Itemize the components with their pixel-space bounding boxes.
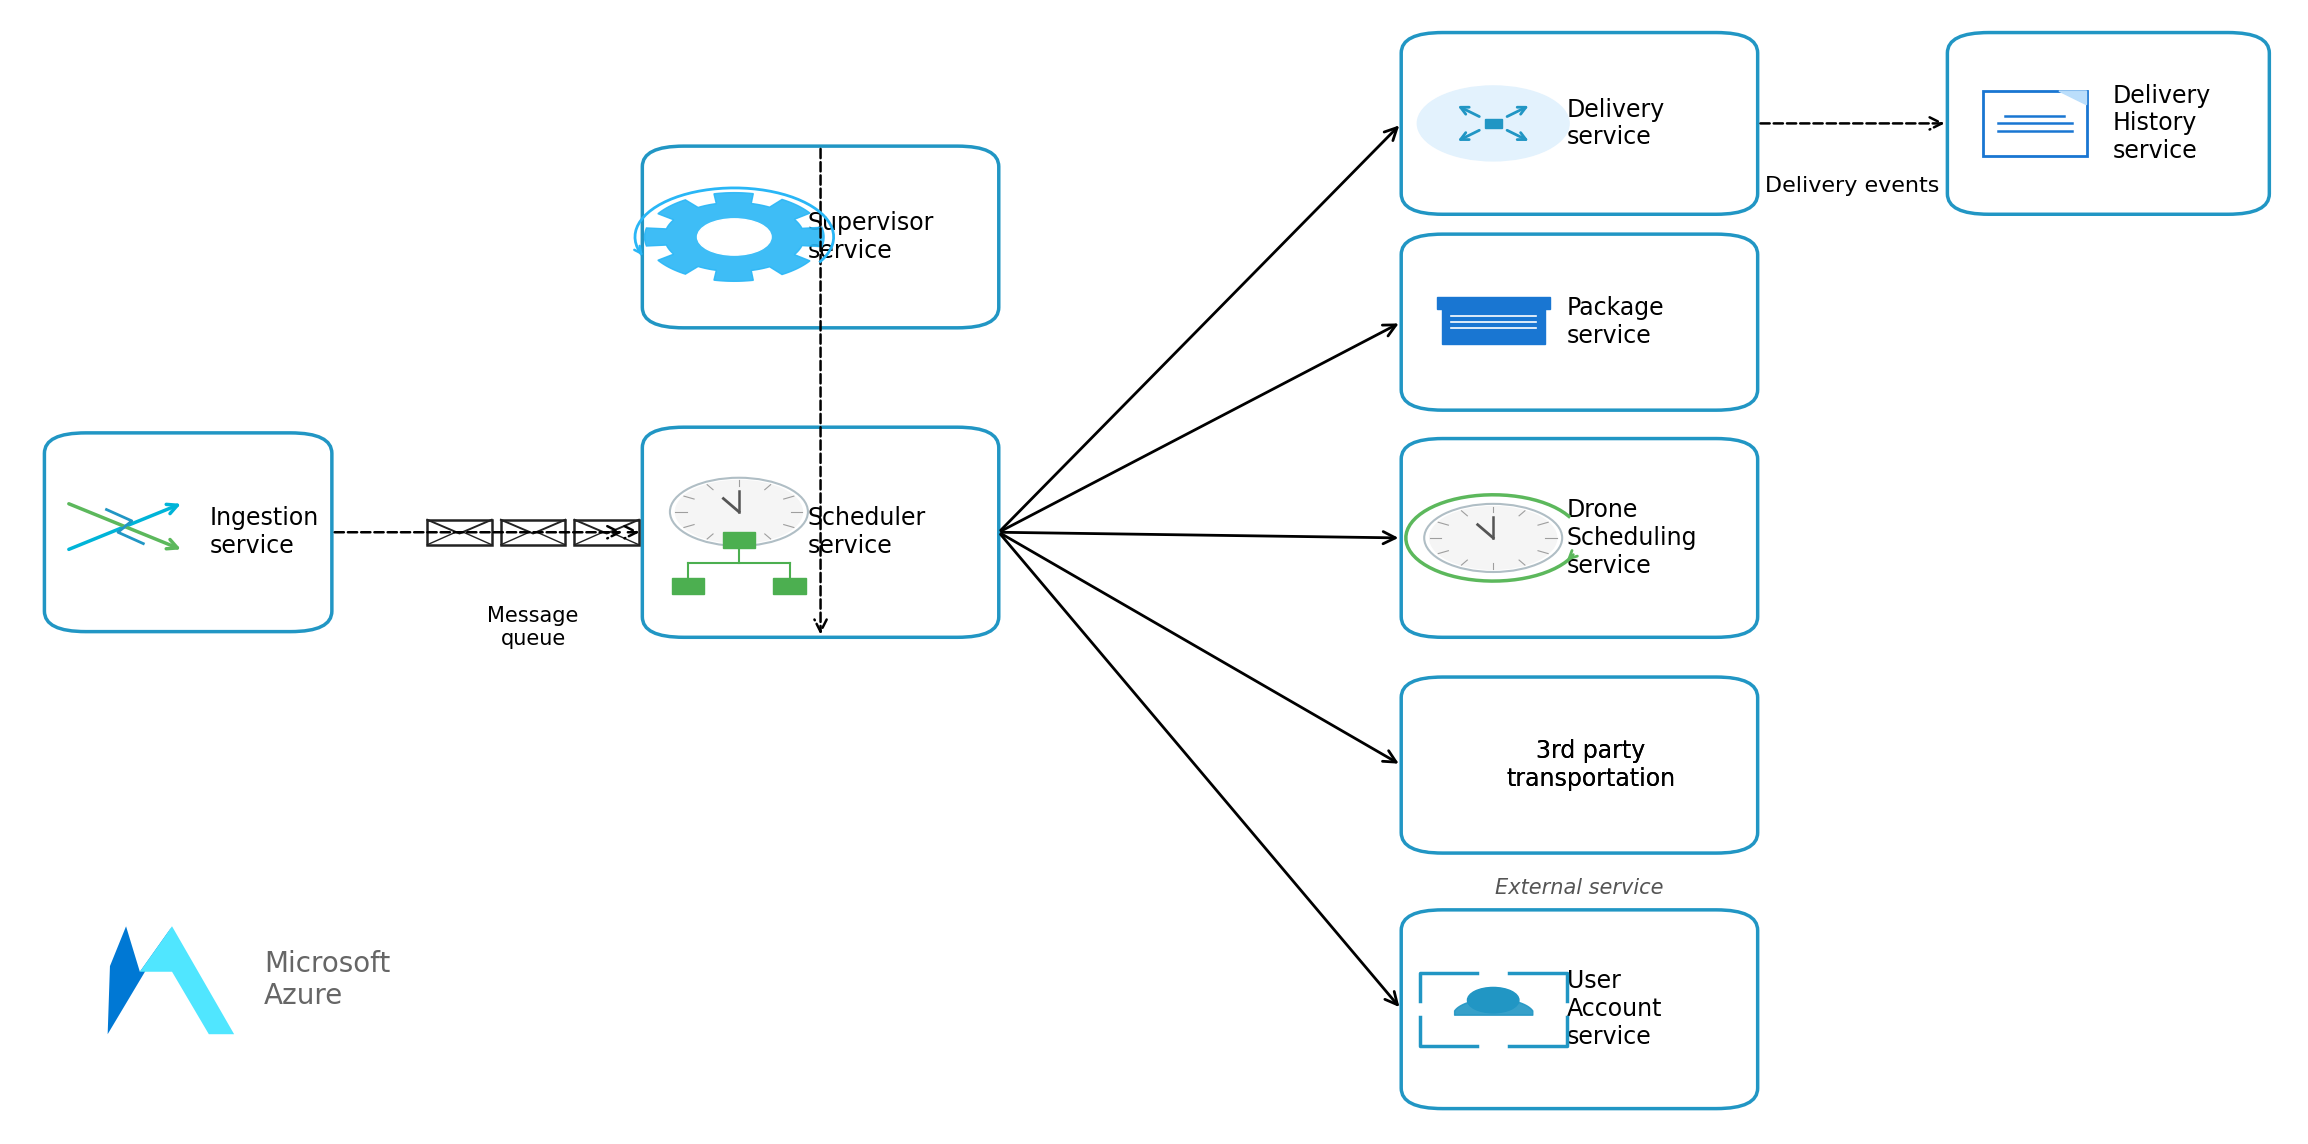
Polygon shape bbox=[2059, 92, 2086, 104]
FancyBboxPatch shape bbox=[1948, 32, 2269, 214]
Bar bbox=[773, 578, 805, 594]
Text: Supervisor
service: Supervisor service bbox=[808, 212, 935, 263]
Bar bbox=[722, 532, 755, 548]
FancyBboxPatch shape bbox=[1401, 235, 1759, 411]
FancyBboxPatch shape bbox=[1406, 680, 1754, 851]
Circle shape bbox=[1429, 507, 1556, 570]
Polygon shape bbox=[141, 927, 233, 1034]
Bar bbox=[1442, 309, 1544, 344]
Bar bbox=[1484, 119, 1503, 128]
Circle shape bbox=[676, 480, 803, 543]
Bar bbox=[672, 578, 704, 594]
Text: Ingestion
service: Ingestion service bbox=[210, 507, 319, 558]
FancyBboxPatch shape bbox=[1401, 438, 1759, 637]
FancyBboxPatch shape bbox=[642, 146, 999, 328]
FancyBboxPatch shape bbox=[642, 427, 999, 637]
Text: Delivery events: Delivery events bbox=[1766, 176, 1939, 196]
FancyBboxPatch shape bbox=[44, 432, 332, 631]
Circle shape bbox=[1417, 86, 1569, 161]
Circle shape bbox=[1468, 987, 1519, 1012]
Bar bbox=[575, 519, 639, 545]
Text: Scheduler
service: Scheduler service bbox=[808, 507, 926, 558]
Text: 3rd party
transportation: 3rd party transportation bbox=[1507, 739, 1676, 791]
Text: Microsoft
Azure: Microsoft Azure bbox=[263, 950, 390, 1010]
Polygon shape bbox=[644, 192, 824, 281]
Text: Drone
Scheduling
service: Drone Scheduling service bbox=[1567, 498, 1696, 578]
Text: Message
queue: Message queue bbox=[487, 606, 579, 650]
Circle shape bbox=[669, 478, 808, 546]
FancyBboxPatch shape bbox=[1401, 32, 1759, 214]
Text: Delivery
History
service: Delivery History service bbox=[2112, 84, 2211, 164]
Text: User
Account
service: User Account service bbox=[1567, 969, 1662, 1049]
Text: 3rd party
transportation: 3rd party transportation bbox=[1567, 739, 1736, 791]
Bar bbox=[501, 519, 565, 545]
Circle shape bbox=[1424, 503, 1563, 572]
Bar bbox=[1436, 297, 1551, 309]
Bar bbox=[1983, 92, 2086, 156]
Text: External service: External service bbox=[1496, 879, 1664, 898]
FancyBboxPatch shape bbox=[1401, 677, 1759, 853]
Polygon shape bbox=[108, 927, 173, 1034]
Text: 3rd party
transportation: 3rd party transportation bbox=[1507, 739, 1676, 791]
Text: Delivery
service: Delivery service bbox=[1567, 97, 1664, 150]
Circle shape bbox=[697, 219, 771, 255]
FancyBboxPatch shape bbox=[1401, 909, 1759, 1109]
Text: Package
service: Package service bbox=[1567, 296, 1664, 348]
Bar bbox=[427, 519, 492, 545]
